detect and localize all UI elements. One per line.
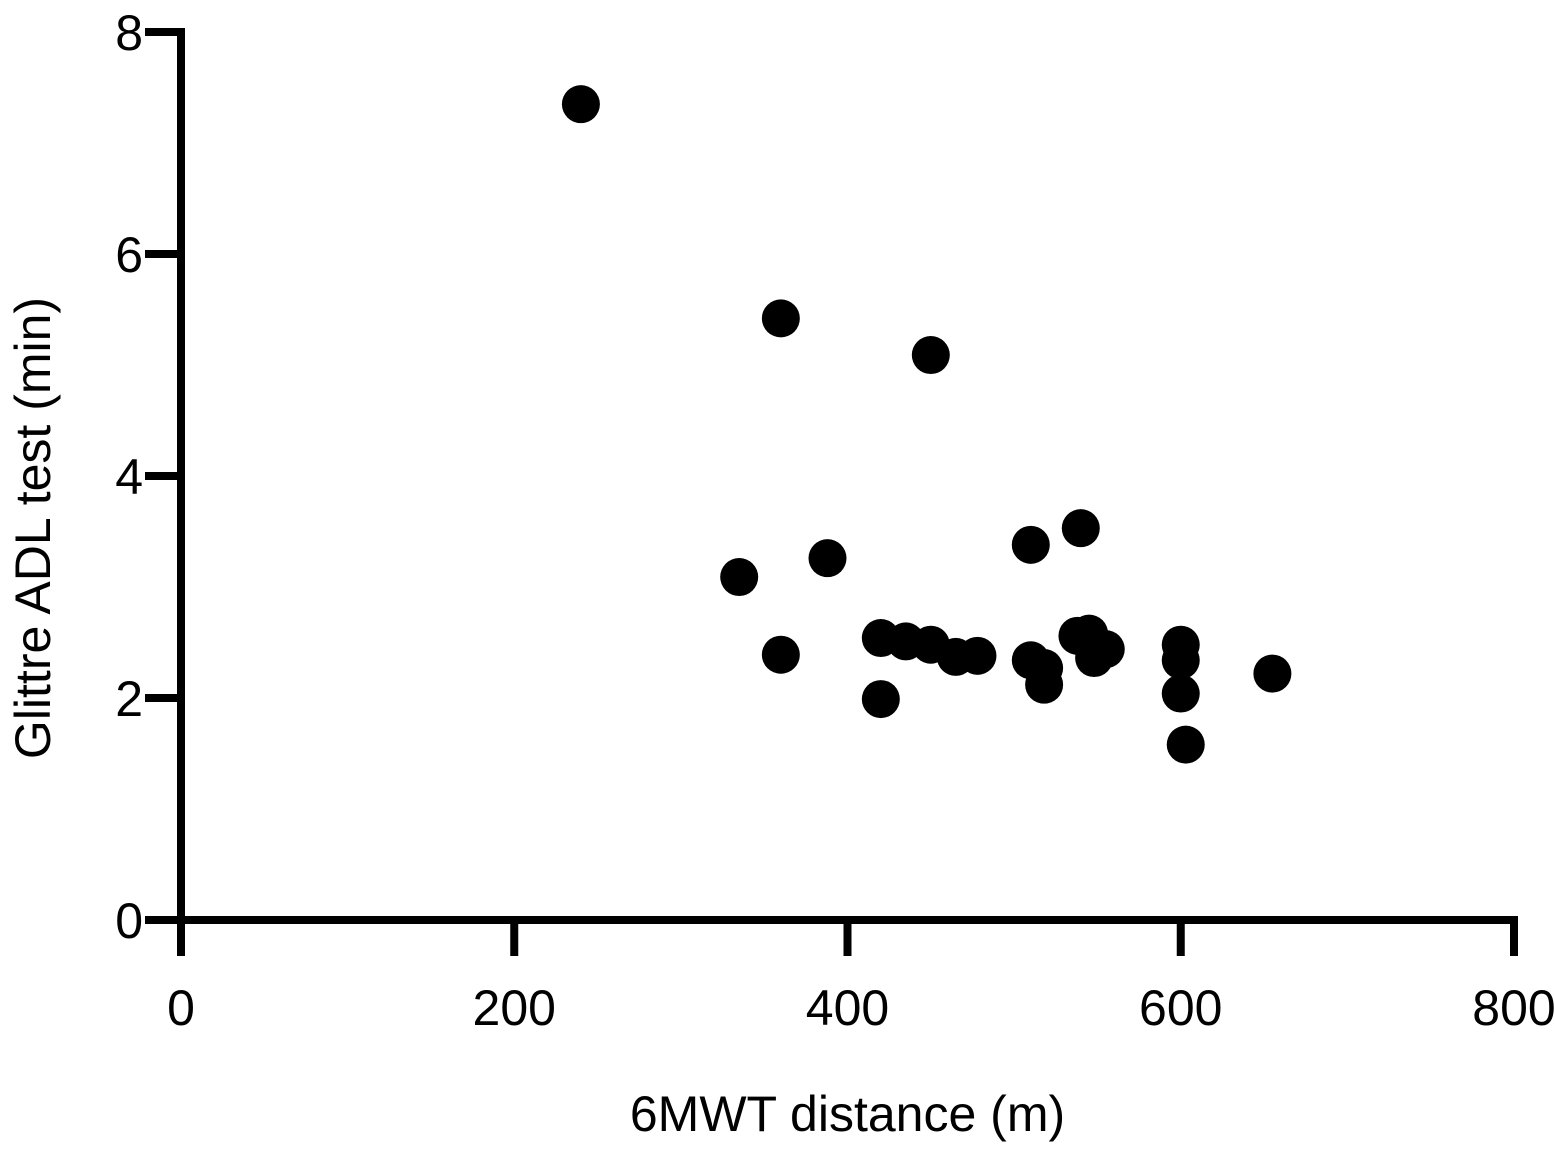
- x-tick-label: 800: [1472, 980, 1554, 1036]
- data-point: [1086, 630, 1125, 669]
- x-tick-label: 200: [473, 980, 556, 1036]
- x-axis-title: 6MWT distance (m): [630, 1086, 1065, 1142]
- y-tick-label: 6: [115, 227, 143, 283]
- y-tick-label: 2: [115, 671, 143, 727]
- data-point: [561, 85, 600, 124]
- y-tick-label: 4: [115, 449, 143, 505]
- data-points: [561, 85, 1292, 764]
- data-point: [1011, 525, 1050, 564]
- data-point: [911, 336, 950, 375]
- x-tick-label: 600: [1139, 980, 1222, 1036]
- data-point: [761, 299, 800, 338]
- x-tick-label: 0: [167, 980, 195, 1036]
- data-point: [1161, 641, 1200, 680]
- y-tick-label: 0: [115, 893, 143, 949]
- data-point: [1025, 665, 1064, 704]
- data-point: [720, 558, 759, 597]
- axes: [177, 28, 1518, 924]
- data-point: [1061, 509, 1100, 548]
- data-point: [808, 539, 847, 578]
- ticks: 0 200 400 600 800 0 2 4 6 8: [115, 5, 1554, 1036]
- data-point: [861, 680, 900, 719]
- data-point: [1253, 654, 1292, 693]
- y-axis-title: Glittre ADL test (min): [5, 297, 61, 759]
- data-point: [761, 635, 800, 674]
- data-point: [1161, 674, 1200, 713]
- data-point: [1166, 725, 1205, 764]
- y-tick-label: 8: [115, 5, 143, 61]
- x-tick-label: 400: [806, 980, 889, 1036]
- data-point: [958, 636, 997, 675]
